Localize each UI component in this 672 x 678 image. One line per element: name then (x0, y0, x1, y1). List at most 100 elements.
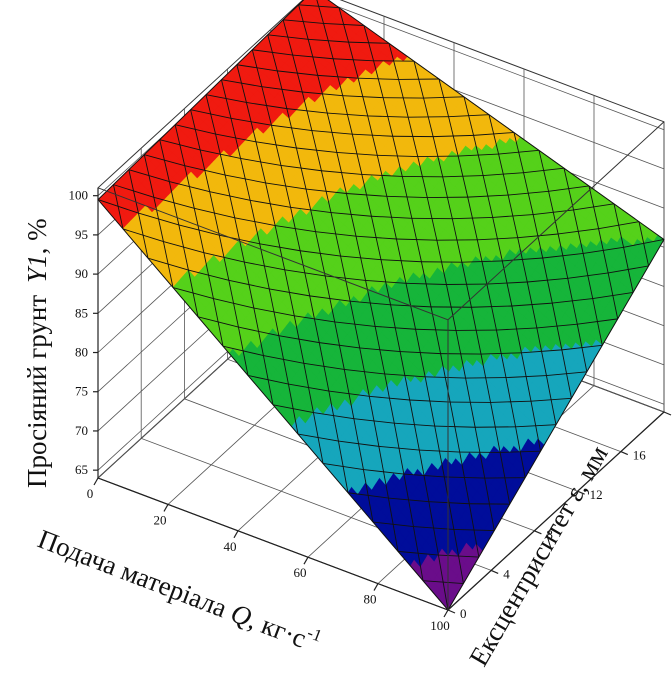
mesh-line (328, 390, 339, 442)
mesh-line (463, 96, 475, 136)
mesh-line (259, 243, 270, 290)
mesh-line (436, 240, 447, 285)
mesh-line (363, 25, 375, 61)
mesh-line (607, 272, 619, 319)
e-tick-mark (577, 490, 585, 495)
mesh-line (255, 141, 267, 183)
e-axis-line (447, 411, 665, 611)
mesh-line (317, 75, 328, 114)
mesh-line (432, 136, 444, 177)
mesh-line (474, 427, 486, 479)
mesh-line (301, 91, 313, 131)
mesh-line (582, 253, 594, 299)
z-tick-label: 75 (75, 384, 88, 399)
mesh-line (174, 124, 186, 166)
mesh-line (355, 236, 367, 281)
mesh-line (349, 301, 361, 349)
z-tick-label: 95 (75, 227, 88, 242)
mesh-line (353, 418, 364, 470)
mesh-line (623, 247, 634, 293)
mesh-line (563, 168, 575, 211)
e-tick-mark (534, 530, 542, 535)
mesh-line (515, 426, 526, 478)
mesh-line (128, 169, 139, 214)
e-tick-label: 12 (590, 487, 603, 502)
mesh-line (409, 399, 420, 451)
mesh-line (415, 329, 426, 377)
mesh-line (287, 383, 299, 435)
mesh-line (357, 78, 369, 117)
e-tick-label: 0 (460, 606, 467, 621)
mesh-line (399, 351, 411, 401)
mesh-line (199, 149, 211, 192)
mesh-line (490, 402, 501, 453)
mesh-line (276, 70, 288, 109)
mesh-line (507, 194, 519, 238)
mesh-line (505, 377, 517, 427)
mesh-line (434, 425, 445, 477)
mesh-line (545, 375, 557, 425)
mesh-line (449, 401, 461, 453)
mesh-line (320, 170, 332, 213)
mesh-line (305, 188, 317, 232)
mesh-line (361, 174, 372, 217)
mesh-line (224, 175, 236, 218)
mesh-line (423, 97, 434, 137)
mesh-line (236, 64, 247, 103)
mesh-line (218, 235, 230, 281)
mesh-line (298, 4, 309, 40)
mesh-line (268, 288, 280, 336)
mesh-line (245, 102, 257, 142)
mesh-line (367, 115, 378, 156)
mesh-line (492, 217, 503, 261)
mesh-line (417, 156, 428, 198)
e-tick-mark (663, 411, 672, 416)
mesh-line (230, 118, 242, 159)
mesh-line (351, 134, 363, 175)
mesh-line (437, 554, 449, 611)
mesh-line (267, 34, 278, 71)
mesh-line (468, 503, 480, 558)
mesh-line (278, 335, 289, 385)
mesh-line (412, 526, 424, 581)
mesh-line (307, 39, 319, 76)
mesh-line (430, 306, 442, 354)
mesh-line (513, 132, 525, 173)
mesh-line (295, 147, 307, 190)
plot-box-front (97, 121, 665, 611)
mesh-line (334, 321, 345, 370)
mesh-line (220, 79, 232, 119)
mesh-line (451, 218, 463, 263)
mesh-line (561, 349, 572, 399)
mesh-line (332, 58, 344, 96)
mesh-line (453, 529, 464, 584)
mesh-line (112, 184, 124, 230)
mesh-line (184, 165, 195, 209)
mesh-line (520, 352, 532, 402)
mesh-line (359, 347, 370, 397)
mesh-line (203, 252, 214, 299)
mesh-line (411, 218, 422, 262)
z-tick-label: 65 (75, 462, 88, 477)
mesh-line (312, 412, 324, 464)
mesh-line (393, 423, 405, 475)
mesh-line (428, 501, 439, 556)
q-tick-mark (93, 477, 99, 486)
mesh-line (445, 284, 457, 331)
mesh-line (243, 261, 255, 309)
mesh-line (323, 23, 334, 59)
mesh-line (407, 117, 419, 157)
mesh-line (598, 228, 609, 274)
mesh-line (368, 396, 380, 447)
mesh-line (532, 214, 544, 259)
mesh-line (484, 478, 495, 531)
mesh-line (178, 224, 189, 271)
mesh-line (530, 401, 542, 452)
mesh-line (209, 191, 220, 236)
mesh-line (143, 154, 155, 198)
mesh-line (240, 158, 251, 201)
mesh-line (390, 304, 401, 352)
mesh-line (424, 376, 436, 427)
mesh-line (137, 213, 149, 259)
mesh-line (517, 237, 528, 283)
